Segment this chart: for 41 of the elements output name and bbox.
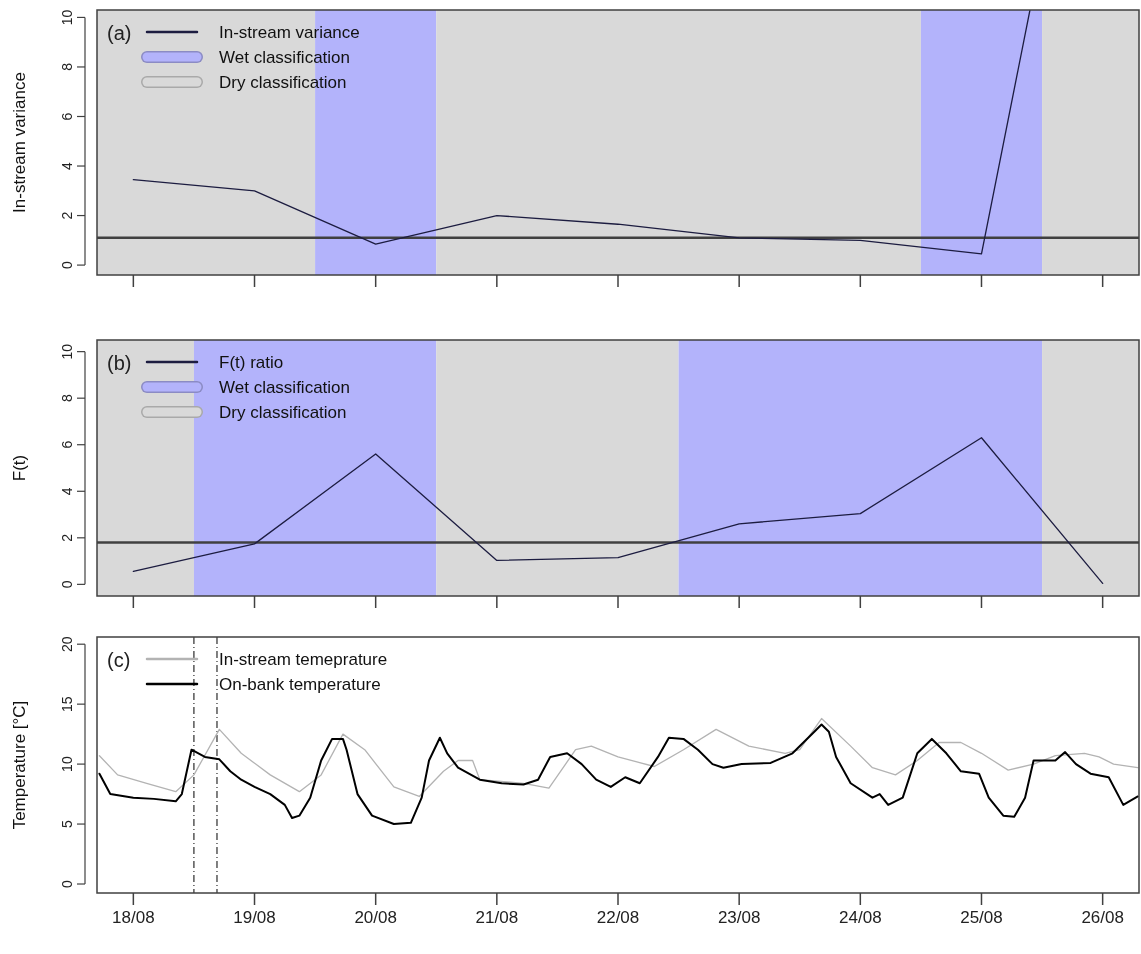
y-tick-label: 10 [59, 756, 75, 772]
band-label: Dry classification [219, 73, 347, 92]
y-tick-label: 5 [59, 819, 75, 828]
x-tick-label: 26/08 [1081, 908, 1124, 927]
annotation: (b) [107, 352, 132, 374]
y-axis-title: Temperature [°C] [10, 700, 29, 830]
y-tick-label: 15 [59, 696, 75, 712]
legend-label: F(t) ratio [219, 353, 284, 372]
band-label: Dry classification [219, 403, 347, 422]
annotation: (c) [107, 649, 131, 671]
x-tick-label: 18/08 [112, 908, 155, 927]
y-axis-title: F(t) [10, 454, 29, 482]
legend-label: In-stream temeprature [219, 650, 388, 669]
legend-label: On-bank temperature [219, 675, 381, 694]
y-tick-label: 10 [59, 343, 75, 360]
x-tick-label: 25/08 [960, 908, 1003, 927]
y-tick-label: 2 [59, 211, 75, 220]
y-tick-label: 8 [59, 62, 75, 71]
x-tick-label: 24/08 [839, 908, 882, 927]
y-tick-label: 0 [59, 260, 75, 269]
y-tick-label: 0 [59, 580, 75, 589]
band-label: Wet classification [219, 378, 351, 397]
y-tick-label: 2 [59, 533, 75, 542]
y-tick-label: 6 [59, 112, 75, 121]
y-tick-label: 4 [59, 161, 75, 170]
y-tick-label: 4 [59, 487, 75, 496]
y-tick-label: 8 [59, 394, 75, 403]
y-tick-label: 20 [59, 636, 75, 652]
y-tick-label: 10 [59, 9, 75, 26]
x-tick-label: 20/08 [354, 908, 397, 927]
annotation: (a) [107, 22, 132, 44]
x-tick-label: 21/08 [475, 908, 519, 927]
y-tick-label: 0 [59, 879, 75, 888]
y-tick-label: 6 [59, 440, 75, 449]
x-tick-label: 22/08 [596, 908, 640, 927]
x-tick-label: 23/08 [717, 908, 761, 927]
x-tick-label: 19/08 [233, 908, 276, 927]
y-axis-title: In-stream variance [10, 72, 29, 213]
legend-label: In-stream variance [219, 23, 360, 42]
line-series [132, 437, 1104, 585]
band-label: Wet classification [219, 48, 351, 67]
